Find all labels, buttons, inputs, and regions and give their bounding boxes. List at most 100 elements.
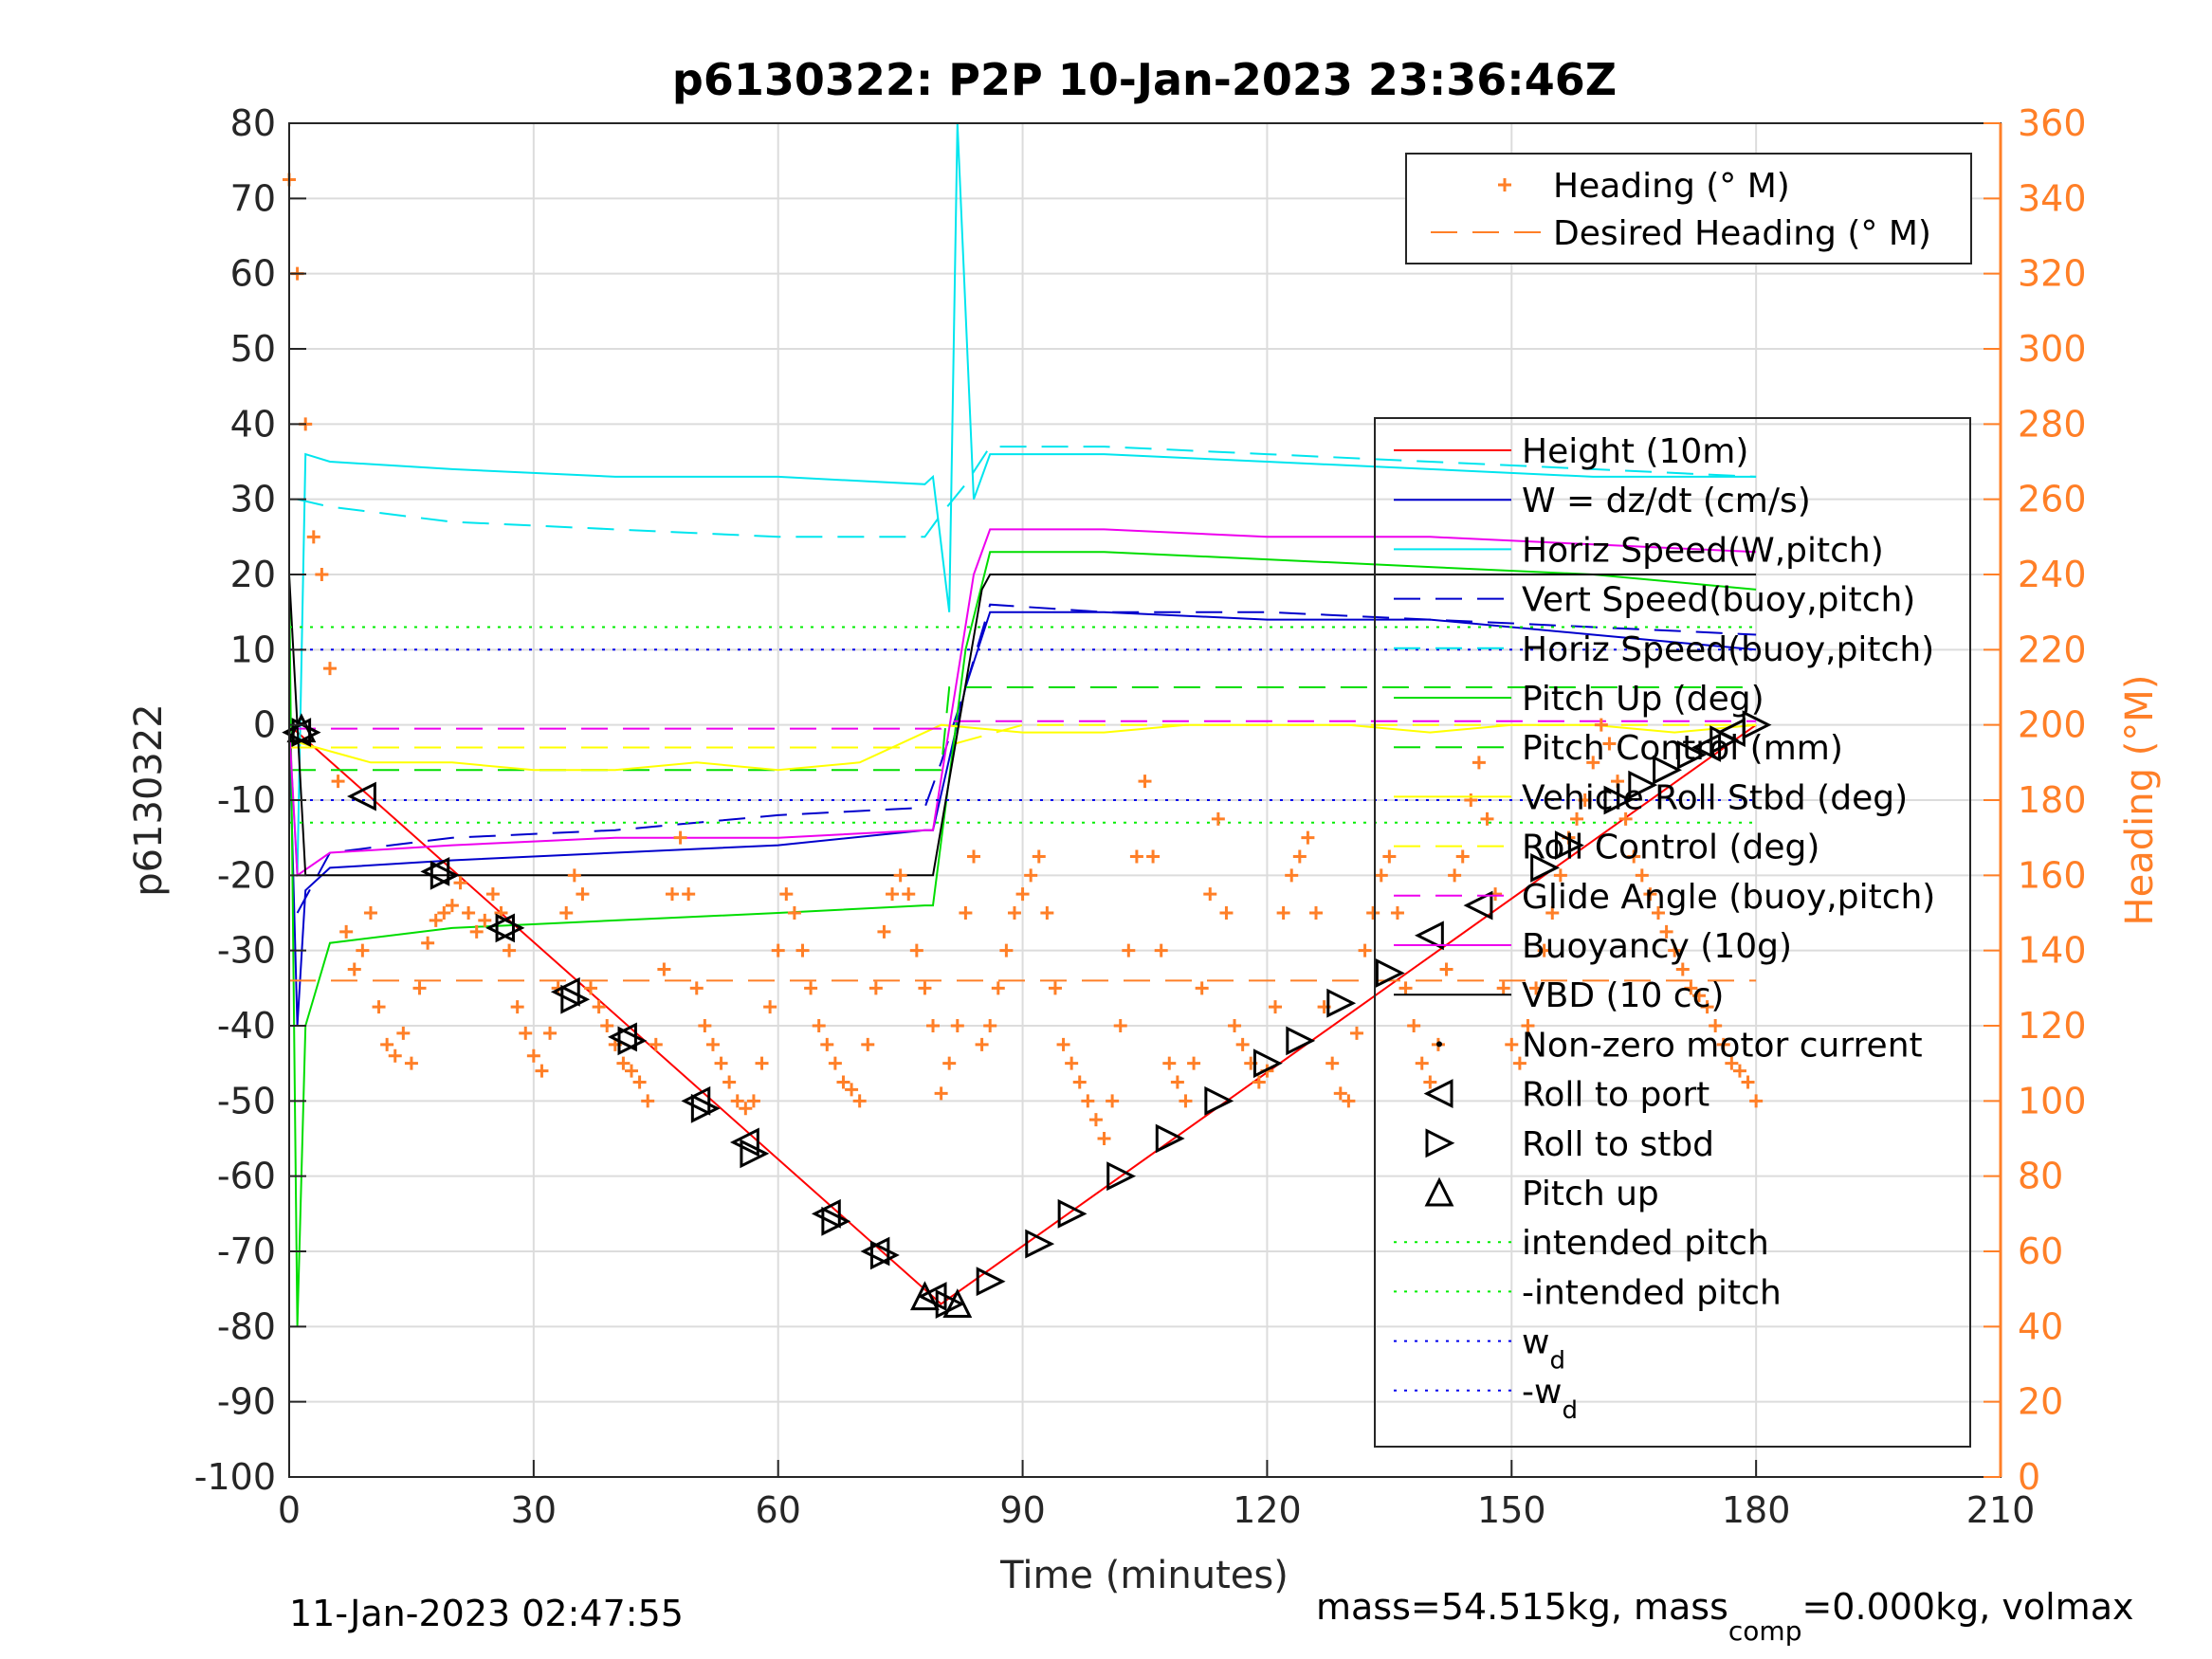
legend-entry-intended-pitch: intended pitch [1394,1224,1769,1263]
heading-point [1358,943,1372,957]
heading-point [567,868,581,883]
footer-mass-sub: comp [1728,1615,1802,1647]
right-y-tick-label: 200 [2018,704,2087,746]
legend-label-subscript: d [1562,1396,1578,1425]
heading-point [1611,775,1625,789]
footer-timestamp: 11-Jan-2023 02:47:55 [289,1593,684,1634]
right-y-tick-label: 80 [2018,1156,2063,1197]
legend-entry-pitch-control-mm: Pitch Control (mm) [1394,729,1843,768]
heading-point [959,906,973,920]
footer-mass: mass=54.515kg, masscomp=0.000kg, volmax [1316,1586,2133,1647]
heading-point [1382,849,1397,864]
heading-point [1106,1094,1120,1108]
heading-point [1709,1019,1723,1032]
heading-point [861,1037,875,1051]
legend-heading: Heading (° M) Desired Heading (° M) [1405,153,1972,264]
heading-point [363,906,377,920]
legend-entry-w-dz-dt-cm-s: W = dz/dt (cm/s) [1394,482,1811,520]
series-vbd-10-cc [288,574,1757,877]
heading-point [1545,906,1560,920]
x-tick-label: 0 [278,1489,301,1531]
heading-point [1716,1037,1730,1051]
heading-point [1529,981,1544,995]
legend-entry-label: W = dz/dt (cm/s) [1522,482,1811,520]
roll-to-stbd-marker [1709,725,1740,755]
legend-swatch-plus [1498,178,1511,191]
right-y-tick-label: 340 [2018,177,2087,219]
legend-label-text: Roll to port [1522,1076,1709,1115]
heading-point [453,876,467,890]
heading-point [478,913,492,927]
heading-point [1097,1132,1111,1145]
roll-to-stbd-marker [1106,1161,1137,1192]
roll-to-port-marker [681,1085,711,1116]
legend-entry-label: Buoyancy (10g) [1522,927,1792,966]
right-y-tick-label: 120 [2018,1005,2087,1047]
legend-entry-label: Horiz Speed(buoy,pitch) [1522,630,1934,669]
heading-point [372,1000,386,1014]
heading-point [503,943,517,957]
legend-entry-roll-control-deg: Roll Control (deg) [1394,829,1819,867]
heading-point [437,906,451,920]
y-tick-label: 50 [230,328,276,370]
heading-point [1448,868,1462,883]
roll-to-port-marker [1414,921,1444,951]
legend-entry-label: Vehicle Roll Stbd (deg) [1522,778,1908,817]
heading-point [1635,868,1649,883]
heading-point [926,1019,941,1032]
heading-point [942,1056,957,1070]
heading-point [1505,1037,1519,1051]
y-tick-label: 40 [230,403,276,445]
right-y-tick-label: 180 [2018,779,2087,821]
pitch-up-marker [910,1281,940,1311]
heading-point [519,1026,533,1040]
legend-entry-label: Pitch Control (mm) [1522,729,1843,768]
heading-point [1325,1056,1340,1070]
heading-point [331,775,345,789]
legend-label-text: w [1522,1323,1549,1362]
heading-point [877,924,891,939]
heading-point [1643,887,1657,902]
heading-point [306,530,320,544]
roll-to-stbd-marker [430,860,460,890]
heading-point [526,1048,540,1063]
legend-main: Height (10m) W = dz/dt (cm/s) Horiz Speed(… [1374,417,1971,1448]
heading-point [689,981,704,995]
y-tick-label: -20 [217,854,276,896]
roll-to-stbd-marker [1554,830,1584,861]
legend-entry-label: Height (10m) [1522,432,1748,471]
legend-label-text: -intended pitch [1522,1273,1782,1312]
y-tick-label: -50 [217,1080,276,1121]
heading-point [771,943,785,957]
right-y-axis-label: Heading (°M) [2118,675,2162,926]
heading-point [1691,989,1706,1003]
roll-to-stbd-marker [1628,770,1658,800]
heading-point [1627,849,1641,864]
legend-entry-label: Roll Control (deg) [1522,829,1819,867]
heading-point [347,962,361,976]
legend-label-text: Pitch Control (mm) [1522,729,1843,768]
heading-point [462,906,476,920]
legend-entry-vbd-10-cc: VBD (10 cc) [1394,976,1724,1015]
roll-to-stbd-marker [869,1240,900,1270]
roll-to-stbd-marker [560,984,591,1014]
roll-to-stbd-marker [1252,1048,1283,1079]
heading-point [1154,943,1168,957]
heading-point [975,1037,989,1051]
heading-point [592,1000,606,1014]
heading-point [1602,737,1617,751]
y-tick-label: 20 [230,554,276,595]
roll-to-stbd-marker [690,1093,721,1123]
heading-point [1659,924,1673,939]
right-y-tick-label: 20 [2018,1381,2063,1423]
heading-point [1732,1064,1746,1078]
right-y-tick-label: 320 [2018,253,2087,295]
roll-to-stbd-marker [1603,785,1634,815]
heading-point [388,1048,402,1063]
legend-label-text: Non-zero motor current [1522,1026,1923,1065]
y-tick-label: -10 [217,779,276,821]
heading-point [356,943,370,957]
roll-to-port-marker [811,1198,841,1229]
legend-label-text: Vehicle Roll Stbd (deg) [1522,778,1908,817]
footer-mass-prefix: mass=54.515kg, mass [1316,1586,1728,1628]
